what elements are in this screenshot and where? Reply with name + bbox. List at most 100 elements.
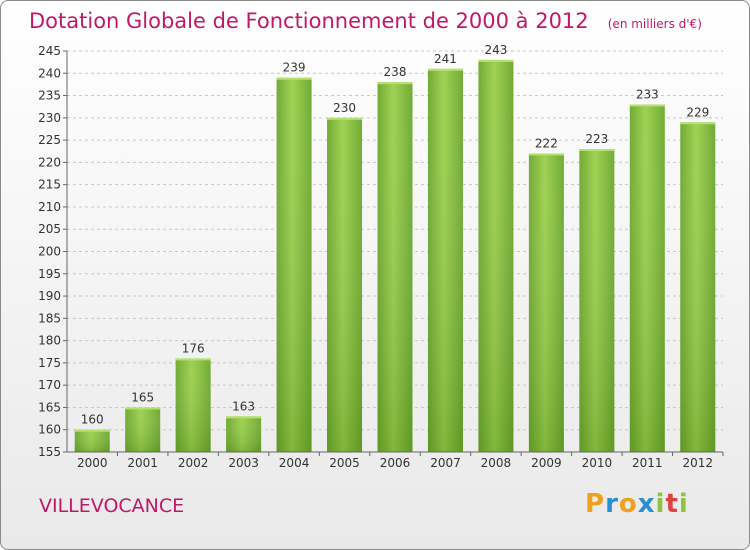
bar-shade	[629, 104, 665, 452]
y-tick-label: 215	[38, 178, 61, 192]
x-tick-label: 2010	[582, 456, 613, 470]
bar-2002	[175, 358, 211, 452]
title-line: Dotation Globale de Fonctionnement de 20…	[29, 9, 702, 33]
logo-letter: o	[618, 489, 638, 519]
axes	[66, 51, 723, 453]
bar-shade	[327, 117, 363, 452]
logo-letter: r	[605, 489, 619, 519]
proxiti-logo[interactable]: Proxiti	[585, 489, 689, 519]
y-tick-label: 170	[38, 378, 61, 392]
data-label: 163	[232, 399, 255, 413]
x-tick-label: 2011	[632, 456, 663, 470]
data-label: 165	[131, 390, 154, 404]
y-tick-label: 240	[38, 66, 61, 80]
x-tick-label: 2002	[178, 456, 209, 470]
bar-top-highlight	[528, 153, 564, 156]
y-tick-label: 220	[38, 155, 61, 169]
logo-letter: P	[585, 489, 606, 519]
bar-2012	[680, 122, 716, 453]
bar-shade	[175, 358, 211, 452]
data-label: 241	[434, 52, 457, 66]
data-labels: 160 165 176 163 239 230 238 241 243 222 223 233 229	[81, 43, 709, 427]
bar-2009	[528, 153, 564, 452]
x-tick-label: 2001	[127, 456, 158, 470]
bar-top-highlight	[125, 407, 161, 410]
bar-shade	[478, 59, 514, 453]
data-label: 233	[636, 87, 659, 101]
y-tick-label: 185	[38, 311, 61, 325]
x-tick-label: 2006	[380, 456, 411, 470]
bar-2003	[226, 416, 262, 452]
bar-shade	[377, 82, 413, 452]
bar-2001	[125, 407, 161, 452]
bar-shade	[579, 149, 615, 452]
y-tick-label: 180	[38, 334, 61, 348]
bar-2007	[427, 68, 463, 453]
data-label: 230	[333, 101, 356, 115]
data-label: 222	[535, 136, 558, 150]
bar-top-highlight	[276, 77, 312, 80]
data-label: 243	[484, 43, 507, 57]
y-tick-label: 245	[38, 44, 61, 58]
data-label: 176	[182, 341, 205, 355]
chart-unit-note: (en milliers d'€)	[607, 17, 702, 31]
data-label: 238	[384, 65, 407, 79]
commune-name: VILLEVOCANCE	[39, 495, 185, 517]
logo-letter: i	[655, 489, 666, 519]
y-tick-label: 205	[38, 222, 61, 236]
logo-letter: t	[665, 489, 679, 519]
bar-top-highlight	[74, 429, 110, 432]
x-tick-label: 2007	[430, 456, 461, 470]
bar-shade	[276, 77, 312, 452]
bar-top-highlight	[175, 358, 211, 361]
bar-shade	[125, 407, 161, 452]
bar-2010	[579, 149, 615, 452]
bar-2008	[478, 59, 514, 453]
data-label: 160	[81, 413, 104, 427]
bar-top-highlight	[327, 117, 363, 120]
x-tick-label: 2012	[682, 456, 713, 470]
y-tick-label: 200	[38, 245, 61, 259]
bar-top-highlight	[680, 122, 716, 125]
y-tick-label: 175	[38, 356, 61, 370]
logo-letter: x	[637, 489, 656, 519]
y-tick-label: 160	[38, 423, 61, 437]
x-tick-label: 2005	[329, 456, 360, 470]
x-tick-labels: 2000 2001 2002 2003 2004 2005 2006 2007 2008 2009…	[77, 452, 724, 470]
x-tick-label: 2003	[228, 456, 259, 470]
y-tick-label: 190	[38, 289, 61, 303]
y-tick-label: 225	[38, 133, 61, 147]
bar-2000	[74, 429, 110, 452]
x-tick-label: 2008	[481, 456, 512, 470]
bar-shade	[74, 429, 110, 452]
bar-top-highlight	[377, 82, 413, 85]
bars	[74, 59, 716, 453]
bar-shade	[680, 122, 716, 453]
logo-letter: i	[678, 489, 689, 519]
bar-shade	[226, 416, 262, 452]
bar-top-highlight	[427, 68, 463, 71]
data-label: 239	[283, 61, 306, 75]
x-tick-label: 2000	[77, 456, 108, 470]
bar-top-highlight	[478, 59, 514, 62]
chart-title: Dotation Globale de Fonctionnement de 20…	[29, 9, 589, 33]
bar-2004	[276, 77, 312, 452]
y-tick-label: 235	[38, 89, 61, 103]
y-tick-label: 195	[38, 267, 61, 281]
bar-shade	[528, 153, 564, 452]
y-tick-label: 230	[38, 111, 61, 125]
data-label: 229	[686, 105, 709, 119]
y-tick-label: 210	[38, 200, 61, 214]
bar-2006	[377, 82, 413, 452]
y-tick-label: 155	[38, 445, 61, 459]
bar-2011	[629, 104, 665, 452]
x-tick-label: 2004	[279, 456, 310, 470]
bar-top-highlight	[579, 149, 615, 152]
data-label: 223	[585, 132, 608, 146]
bar-top-highlight	[629, 104, 665, 107]
y-tick-labels: 155 160 165 170 175 180 185 190 195 200 205 210 215 2…	[38, 44, 61, 459]
bar-2005	[327, 117, 363, 452]
bar-shade	[427, 68, 463, 453]
